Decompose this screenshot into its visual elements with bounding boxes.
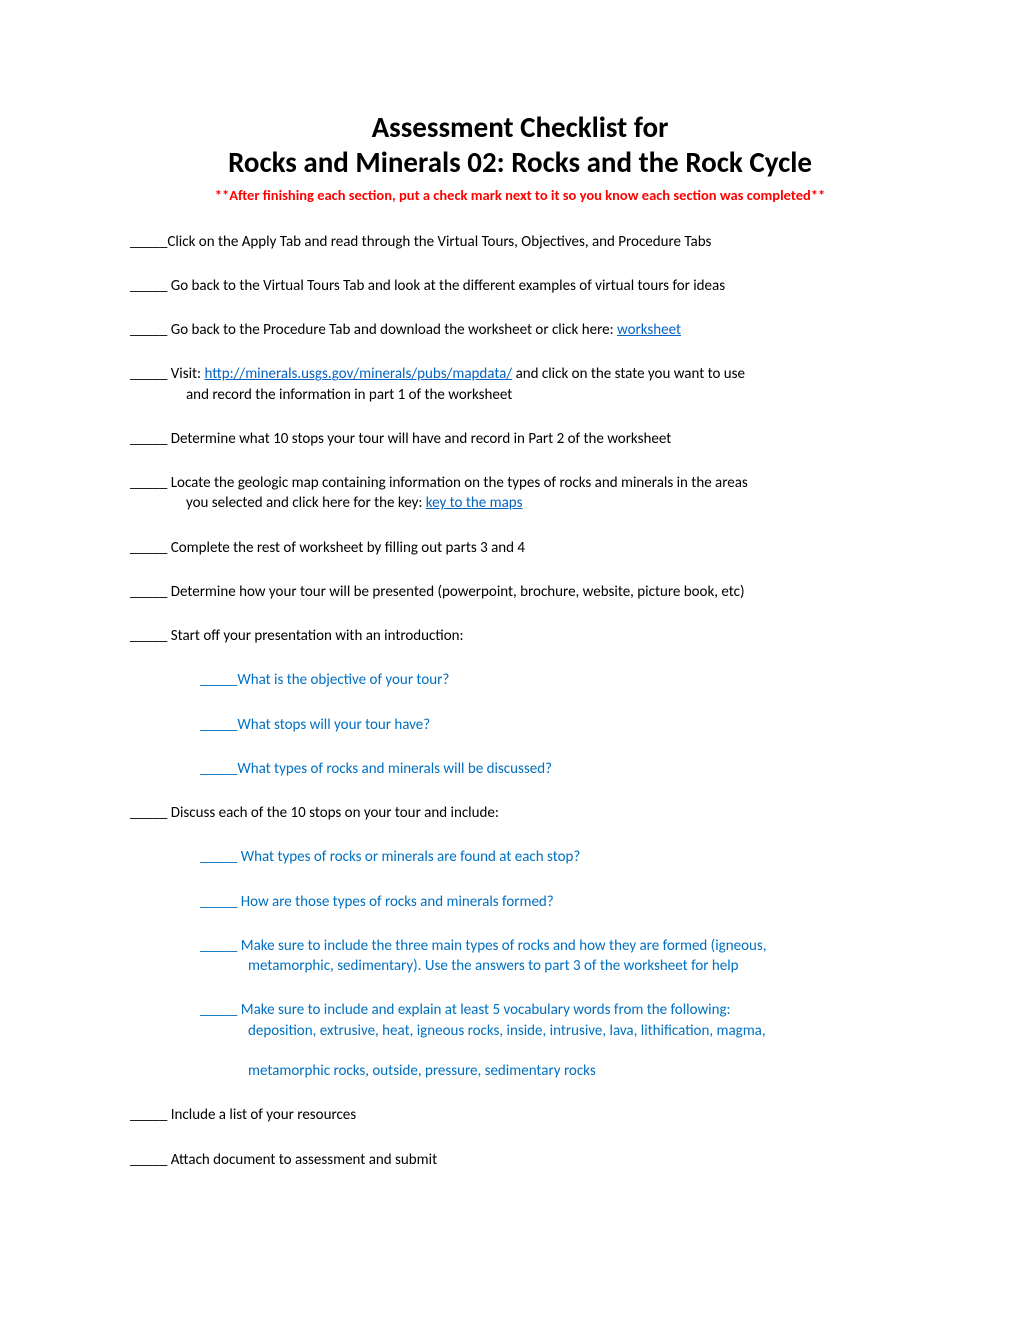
sub-item-9a: _____What is the objective of your tour?: [130, 670, 910, 690]
checklist-item-9: _____ Start off your presentation with a…: [130, 626, 910, 646]
checklist-item-8: _____ Determine how your tour will be pr…: [130, 582, 910, 602]
usgs-link[interactable]: http://minerals.usgs.gov/minerals/pubs/m…: [204, 365, 512, 383]
sub-continuation: metamorphic, sedimentary). Use the answe…: [200, 956, 910, 976]
checkbox-blank[interactable]: _____: [130, 539, 167, 557]
checklist-item-6: _____ Locate the geologic map containing…: [130, 473, 910, 514]
sub-item-10b: _____ How are those types of rocks and m…: [130, 892, 910, 912]
checklist-item-3: _____ Go back to the Procedure Tab and d…: [130, 320, 910, 340]
checkbox-blank[interactable]: _____: [130, 804, 167, 822]
checkbox-blank[interactable]: _____: [130, 627, 167, 645]
item-continuation: and record the information in part 1 of …: [130, 385, 910, 405]
checkbox-blank[interactable]: _____: [200, 716, 237, 734]
title-line-2: Rocks and Minerals 02: Rocks and the Roc…: [130, 145, 910, 180]
instruction-text: **After finishing each section, put a ch…: [130, 186, 910, 204]
checklist-item-12: _____ Attach document to assessment and …: [130, 1150, 910, 1170]
checklist-item-1: _____Click on the Apply Tab and read thr…: [130, 232, 910, 252]
item-text: Determine what 10 stops your tour will h…: [167, 430, 671, 448]
checkbox-blank[interactable]: _____: [200, 1001, 237, 1019]
checkbox-blank[interactable]: _____: [130, 1151, 167, 1169]
map-key-link[interactable]: key to the maps: [426, 494, 523, 512]
sub-item-9c: _____What types of rocks and minerals wi…: [130, 759, 910, 779]
item-text: Discuss each of the 10 stops on your tou…: [167, 804, 499, 822]
item-text: Complete the rest of worksheet by fillin…: [167, 539, 525, 557]
item-text: and click on the state you want to use: [512, 365, 745, 383]
checklist-item-10: _____ Discuss each of the 10 stops on yo…: [130, 803, 910, 823]
sub-item-10a: _____ What types of rocks or minerals ar…: [130, 847, 910, 867]
page: Assessment Checklist for Rocks and Miner…: [0, 0, 1020, 1320]
checkbox-blank[interactable]: _____: [200, 671, 237, 689]
item-text: Start off your presentation with an intr…: [167, 627, 463, 645]
sub-continuation: deposition, extrusive, heat, igneous roc…: [200, 1021, 910, 1041]
item-continuation: you selected and click here for the key:…: [130, 493, 910, 513]
checkbox-blank[interactable]: _____: [130, 365, 167, 383]
sub-item-9b: _____What stops will your tour have?: [130, 715, 910, 735]
item-text: Click on the Apply Tab and read through …: [167, 233, 711, 251]
checkbox-blank[interactable]: _____: [130, 1106, 167, 1124]
sub-text: What stops will your tour have?: [237, 716, 430, 734]
checkbox-blank[interactable]: _____: [130, 474, 167, 492]
sub-text: Make sure to include the three main type…: [237, 937, 766, 955]
item-text: you selected and click here for the key:: [186, 494, 426, 512]
item-text: Go back to the Virtual Tours Tab and loo…: [167, 277, 725, 295]
worksheet-link[interactable]: worksheet: [617, 321, 681, 339]
checklist-item-11: _____ Include a list of your resources: [130, 1105, 910, 1125]
sub-text: How are those types of rocks and mineral…: [237, 893, 553, 911]
checkbox-blank[interactable]: _____: [200, 760, 237, 778]
sub-item-10c: _____ Make sure to include the three mai…: [130, 936, 910, 977]
sub-text: Make sure to include and explain at leas…: [237, 1001, 730, 1019]
checkbox-blank[interactable]: _____: [130, 321, 167, 339]
checklist-item-4: _____ Visit: http://minerals.usgs.gov/mi…: [130, 364, 910, 405]
checkbox-blank[interactable]: _____: [130, 583, 167, 601]
item-text: Visit:: [167, 365, 204, 383]
sub-item-10d: _____ Make sure to include and explain a…: [130, 1000, 910, 1081]
sub-continuation: metamorphic rocks, outside, pressure, se…: [200, 1061, 910, 1081]
item-text: Determine how your tour will be presente…: [167, 583, 744, 601]
sub-text: What types of rocks and minerals will be…: [237, 760, 552, 778]
item-text: Locate the geologic map containing infor…: [167, 474, 747, 492]
item-text: Go back to the Procedure Tab and downloa…: [167, 321, 617, 339]
checkbox-blank[interactable]: _____: [130, 277, 167, 295]
checkbox-blank[interactable]: _____: [130, 430, 167, 448]
checkbox-blank[interactable]: _____: [200, 937, 237, 955]
sub-text: What types of rocks or minerals are foun…: [237, 848, 580, 866]
checklist-item-7: _____ Complete the rest of worksheet by …: [130, 538, 910, 558]
checkbox-blank[interactable]: _____: [130, 233, 167, 251]
sub-text: What is the objective of your tour?: [237, 671, 449, 689]
title-line-1: Assessment Checklist for: [130, 110, 910, 145]
title-block: Assessment Checklist for Rocks and Miner…: [130, 110, 910, 180]
checkbox-blank[interactable]: _____: [200, 848, 237, 866]
checklist-item-2: _____ Go back to the Virtual Tours Tab a…: [130, 276, 910, 296]
item-text: Attach document to assessment and submit: [167, 1151, 437, 1169]
checklist-item-5: _____ Determine what 10 stops your tour …: [130, 429, 910, 449]
checkbox-blank[interactable]: _____: [200, 893, 237, 911]
item-text: Include a list of your resources: [167, 1106, 356, 1124]
